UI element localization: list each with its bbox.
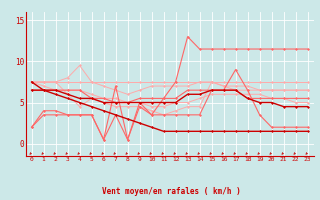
Text: Vent moyen/en rafales ( km/h ): Vent moyen/en rafales ( km/h ) <box>102 187 241 196</box>
